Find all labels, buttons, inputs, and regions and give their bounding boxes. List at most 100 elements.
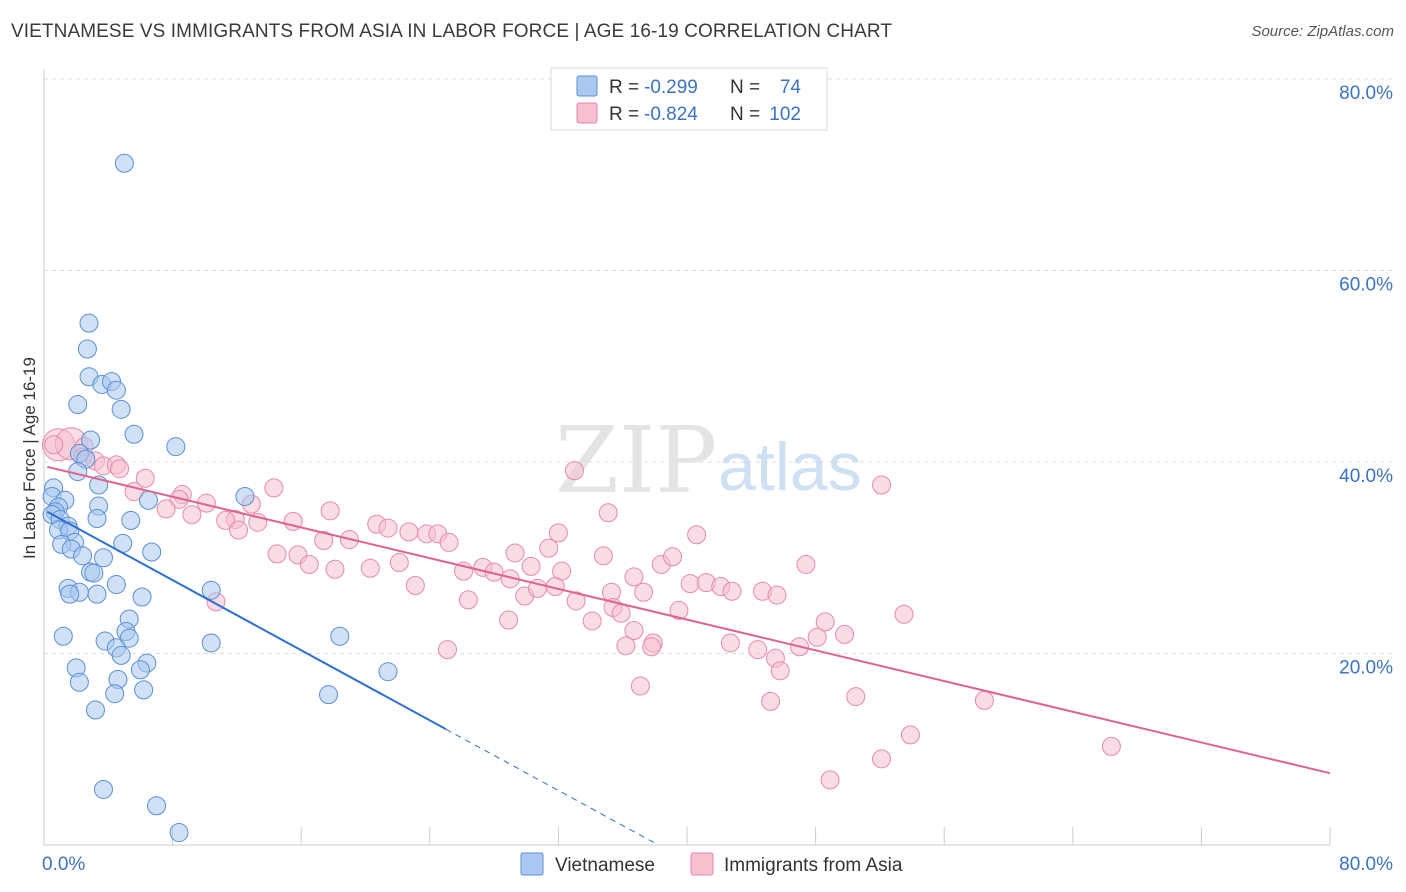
vietnamese-point bbox=[68, 395, 88, 415]
vietnamese-point bbox=[130, 660, 150, 680]
immigrants-point bbox=[458, 590, 478, 610]
immigrants-point bbox=[748, 640, 768, 660]
immigrants-point bbox=[264, 478, 284, 498]
immigrants-point bbox=[314, 531, 334, 551]
bottom-legend-swatch-immigrants bbox=[690, 852, 714, 876]
x-tick-label-min: 0.0% bbox=[42, 854, 85, 875]
immigrants-point bbox=[634, 582, 654, 602]
vietnamese-point bbox=[138, 490, 158, 510]
immigrants-point bbox=[680, 574, 700, 594]
bottom-legend-immigrants: Immigrants from Asia bbox=[724, 855, 903, 876]
vietnamese-point bbox=[60, 584, 80, 604]
y-tick-label: 60.0% bbox=[1339, 275, 1393, 296]
immigrants-point bbox=[325, 559, 345, 579]
grid-lines bbox=[44, 78, 1393, 654]
immigrants-point bbox=[815, 612, 835, 632]
vietnamese-point bbox=[93, 779, 113, 799]
immigrants-point bbox=[720, 633, 740, 653]
legend-r-value-2: -0.824 bbox=[644, 104, 698, 125]
vietnamese-point bbox=[69, 672, 89, 692]
immigrants-from-asia-points bbox=[41, 427, 1121, 790]
legend-n-label-2: N = bbox=[730, 104, 760, 125]
immigrants-point bbox=[900, 725, 920, 745]
immigrants-point bbox=[1101, 736, 1121, 756]
watermark-zip: ZIP bbox=[555, 407, 717, 514]
watermark-atlas: atlas bbox=[718, 429, 862, 505]
vietnamese-point bbox=[93, 548, 113, 568]
immigrants-point bbox=[846, 687, 866, 707]
immigrants-point bbox=[593, 546, 613, 566]
vietnamese-point bbox=[166, 437, 186, 457]
vietnamese-point bbox=[121, 510, 141, 530]
immigrants-point bbox=[630, 676, 650, 696]
immigrants-trend-line bbox=[46, 465, 1331, 775]
immigrants-point bbox=[110, 459, 130, 479]
immigrants-point bbox=[539, 538, 559, 558]
vietnamese-point bbox=[81, 430, 101, 450]
vietnamese-trend-line bbox=[46, 510, 447, 731]
immigrants-point bbox=[835, 624, 855, 644]
immigrants-point bbox=[505, 543, 525, 563]
top-legend: R = -0.299 N = 74 R = -0.824 N = 102 bbox=[550, 67, 828, 131]
vietnamese-point bbox=[111, 399, 131, 419]
vietnamese-point bbox=[106, 575, 126, 595]
immigrants-point bbox=[499, 610, 519, 630]
immigrants-point bbox=[669, 600, 689, 620]
immigrants-point bbox=[169, 489, 189, 509]
vietnamese-point bbox=[147, 796, 167, 816]
immigrants-point bbox=[767, 585, 787, 605]
vietnamese-point bbox=[132, 587, 152, 607]
vietnamese-point bbox=[111, 645, 131, 665]
legend-r-value-1: -0.299 bbox=[644, 77, 698, 98]
immigrants-point bbox=[616, 636, 636, 656]
immigrants-point bbox=[299, 554, 319, 574]
immigrants-point bbox=[378, 518, 398, 538]
immigrants-point bbox=[564, 461, 584, 481]
legend-n-value-2: 102 bbox=[769, 104, 801, 125]
trend-lines bbox=[46, 465, 1331, 844]
vietnamese-point bbox=[105, 684, 125, 704]
vietnamese-point bbox=[201, 580, 221, 600]
bottom-legend: Vietnamese Immigrants from Asia bbox=[520, 852, 903, 876]
immigrants-point bbox=[548, 523, 568, 543]
bottom-legend-swatch-vietnamese bbox=[520, 852, 544, 876]
source-label: Source: ZipAtlas.com bbox=[1251, 23, 1394, 40]
vietnamese-point bbox=[79, 313, 99, 333]
immigrants-point bbox=[566, 591, 586, 611]
vietnamese-point bbox=[201, 633, 221, 653]
legend-r-label-1: R = bbox=[609, 77, 639, 98]
vietnamese-point bbox=[124, 424, 144, 444]
immigrants-point bbox=[894, 604, 914, 624]
immigrants-point bbox=[663, 547, 683, 567]
legend-swatch-vietnamese bbox=[576, 75, 598, 97]
immigrants-point bbox=[872, 749, 892, 769]
vietnamese-points bbox=[42, 153, 398, 843]
vietnamese-point bbox=[53, 626, 73, 646]
immigrants-point bbox=[156, 499, 176, 519]
immigrants-point bbox=[624, 621, 644, 641]
x-tick-label-max: 80.0% bbox=[1339, 854, 1393, 875]
immigrants-point bbox=[320, 501, 340, 521]
vietnamese-point bbox=[106, 380, 126, 400]
y-tick-label: 20.0% bbox=[1339, 658, 1393, 679]
immigrants-point bbox=[872, 475, 892, 495]
immigrants-point bbox=[642, 637, 662, 657]
legend-r-label-2: R = bbox=[609, 104, 639, 125]
immigrants-point bbox=[389, 553, 409, 573]
y-axis-label: In Labor Force | Age 16-19 bbox=[20, 357, 39, 559]
immigrants-point bbox=[761, 691, 781, 711]
vietnamese-point bbox=[319, 685, 339, 705]
immigrants-point bbox=[598, 503, 618, 523]
y-axis-tick-labels: 20.0% 40.0% 60.0% 80.0% bbox=[1339, 83, 1393, 679]
immigrants-point bbox=[722, 581, 742, 601]
y-tick-label: 40.0% bbox=[1339, 466, 1393, 487]
legend-n-value-1: 74 bbox=[780, 77, 802, 98]
y-tick-label: 80.0% bbox=[1339, 83, 1393, 104]
vietnamese-trend-extension bbox=[445, 728, 656, 844]
vietnamese-point bbox=[85, 700, 105, 720]
immigrants-point bbox=[807, 627, 827, 647]
vietnamese-point bbox=[169, 823, 189, 843]
x-axis-ticks bbox=[172, 827, 1331, 845]
vietnamese-point bbox=[378, 662, 398, 682]
